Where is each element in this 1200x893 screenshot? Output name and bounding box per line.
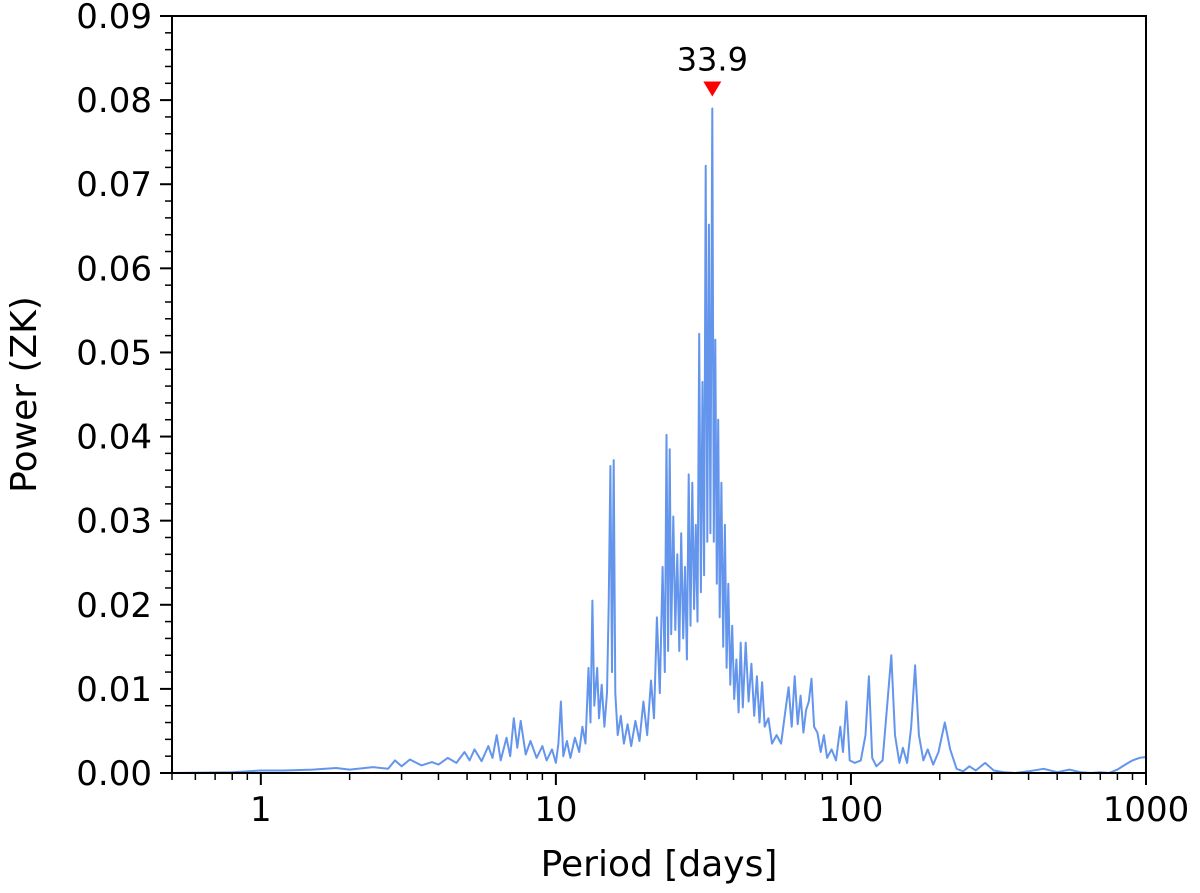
y-tick-label: 0.09 (76, 0, 152, 37)
peak-marker (703, 81, 722, 97)
plot-frame (171, 15, 1147, 774)
x-tick-label: 1000 (1103, 790, 1190, 830)
y-tick-label: 0.02 (76, 586, 152, 626)
y-tick-label: 0.00 (76, 754, 152, 794)
y-tick-label: 0.03 (76, 502, 152, 542)
y-axis-ticks: 0.00 0.01 0.02 0.03 0.04 0.05 0.06 0.07 0.08 0.09 (76, 0, 172, 794)
x-tick-label: 10 (534, 790, 577, 830)
x-axis-ticks: 1 10 100 1000 (250, 773, 1189, 830)
y-tick-label: 0.08 (76, 81, 152, 121)
peak-layer: 33.9 (677, 41, 748, 97)
peak-label: 33.9 (677, 41, 748, 79)
x-tick-label: 1 (250, 790, 272, 830)
y-tick-label: 0.01 (76, 670, 152, 710)
series-layer (171, 107, 1147, 774)
y-tick-label: 0.06 (76, 249, 152, 289)
minor-ticks (165, 32, 1134, 780)
y-axis-label: Power (ZK) (4, 296, 45, 493)
y-tick-label: 0.07 (76, 165, 152, 205)
y-tick-label: 0.04 (76, 418, 152, 458)
y-tick-label: 0.05 (76, 333, 152, 373)
x-tick-label: 100 (818, 790, 883, 830)
x-axis-label: Period [days] (541, 844, 778, 885)
power-series-line (171, 107, 1147, 774)
